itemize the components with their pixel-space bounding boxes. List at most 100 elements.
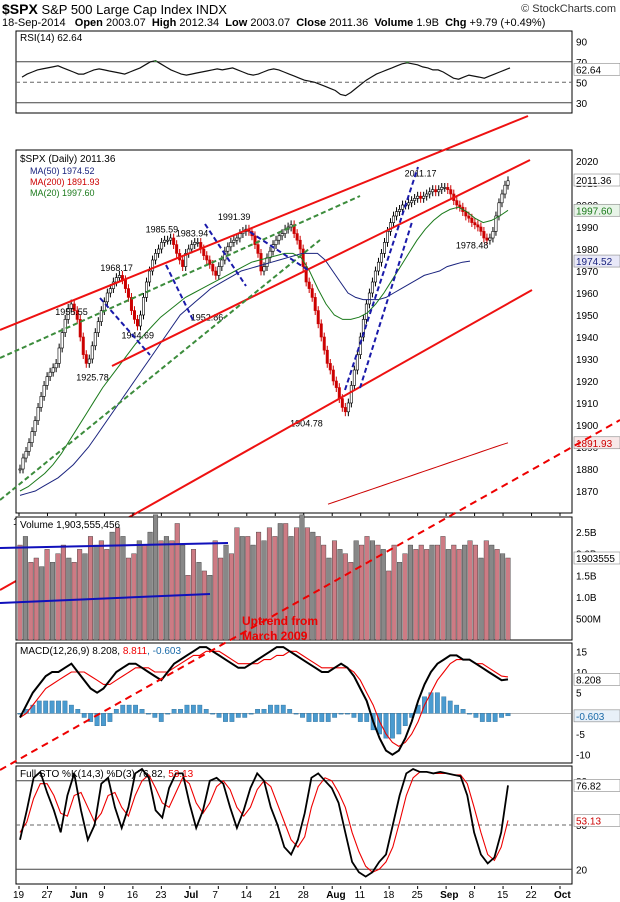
ma50-tag-box bbox=[573, 254, 620, 268]
macd-histogram-bar bbox=[171, 709, 177, 714]
volume-bar bbox=[272, 536, 278, 641]
volume-value: 1.9B bbox=[416, 17, 439, 29]
price-candle bbox=[410, 200, 414, 204]
macd-histogram-bar bbox=[454, 704, 460, 714]
uptrend-line-2009 bbox=[0, 419, 620, 771]
macd-histogram-bar bbox=[158, 713, 164, 722]
volume-bar bbox=[462, 544, 468, 641]
price-candle bbox=[485, 237, 489, 241]
volume-bar bbox=[500, 553, 506, 641]
price-candle bbox=[349, 385, 353, 404]
price-candle bbox=[157, 248, 161, 254]
x-axis-label-bottom: 16 bbox=[127, 890, 139, 901]
x-axis-label-bottom: 25 bbox=[412, 890, 424, 901]
channel-middle-line bbox=[111, 159, 531, 367]
ma50-tag: 1974.52 bbox=[576, 257, 613, 268]
blue-swing-line bbox=[359, 221, 413, 389]
price-candle bbox=[129, 297, 133, 311]
rsi-legend-text: RSI(14) 62.64 bbox=[20, 33, 83, 44]
price-candle bbox=[407, 202, 411, 206]
price-legend-ma20: MA(20) 1997.60 bbox=[30, 188, 95, 198]
ma200-tag: 1891.93 bbox=[576, 439, 613, 450]
price-candle bbox=[316, 310, 320, 325]
price-candle bbox=[42, 385, 46, 397]
x-axis-label-bottom: 11 bbox=[355, 890, 366, 901]
price-annotation: 1952.86 bbox=[191, 313, 224, 323]
price-candle bbox=[274, 239, 278, 245]
price-candle bbox=[24, 451, 28, 459]
price-candle bbox=[87, 358, 91, 364]
x-axis-label-bottom: 14 bbox=[241, 890, 253, 901]
volume-legend: Volume 1,903,555,456 bbox=[20, 520, 121, 531]
green-trend-line bbox=[0, 239, 321, 501]
price-candle bbox=[160, 242, 164, 250]
volume-bar bbox=[239, 536, 245, 641]
volume-bar bbox=[456, 549, 462, 641]
price-candle bbox=[102, 301, 106, 311]
price-tick-label: 1980 bbox=[576, 245, 599, 256]
volume-bar bbox=[234, 527, 240, 641]
macd-histogram-bar bbox=[139, 709, 145, 714]
volume-bar bbox=[435, 544, 441, 641]
macd-histogram-bar bbox=[434, 692, 440, 714]
price-candle bbox=[235, 237, 239, 241]
volume-bar bbox=[250, 544, 256, 641]
price-candle bbox=[488, 237, 492, 241]
x-axis-label-bottom: 15 bbox=[497, 890, 509, 901]
price-candle bbox=[386, 231, 390, 243]
price-annotation: 1944.69 bbox=[121, 331, 154, 341]
volume-bar bbox=[402, 553, 408, 641]
macd-histogram-bar bbox=[248, 713, 254, 715]
price-candle bbox=[126, 288, 130, 298]
x-axis-label-bottom: 8 bbox=[469, 890, 475, 901]
price-candle bbox=[358, 336, 362, 355]
macd-histogram-bar bbox=[36, 700, 42, 714]
price-candle bbox=[78, 319, 82, 338]
volume-bar bbox=[277, 523, 283, 641]
price-candle bbox=[151, 259, 155, 272]
price-tick-label: 1990 bbox=[576, 223, 599, 234]
x-axis-label-bottom: Sep bbox=[440, 890, 458, 901]
price-candle bbox=[373, 270, 377, 283]
volume-bar bbox=[71, 562, 77, 641]
price-candle bbox=[437, 189, 441, 193]
macd-histogram-bar bbox=[229, 713, 235, 722]
channel-upper-line bbox=[0, 115, 529, 331]
macd-histogram-bar bbox=[242, 713, 248, 718]
price-candle bbox=[99, 310, 103, 322]
macd-histogram-bar bbox=[390, 713, 395, 739]
volume-bar bbox=[359, 544, 365, 641]
volume-tick-label: 500M bbox=[576, 614, 601, 625]
x-axis-label-bottom: Aug bbox=[326, 890, 345, 901]
macd-histogram-bar bbox=[357, 713, 363, 722]
price-candle bbox=[57, 347, 61, 364]
macd-histogram-bar bbox=[101, 713, 106, 726]
macd-histogram-bar bbox=[216, 713, 222, 718]
x-axis-label-bottom: 7 bbox=[212, 890, 218, 901]
price-candle bbox=[398, 209, 402, 212]
volume-bar bbox=[310, 531, 316, 641]
price-legend-close: $SPX (Daily) 2011.36 bbox=[20, 154, 116, 165]
volume-bar bbox=[39, 566, 45, 641]
macd-histogram-bar bbox=[75, 709, 81, 714]
volume-bar bbox=[169, 540, 175, 641]
macd-histogram-bar bbox=[88, 713, 94, 722]
volume-bar bbox=[483, 540, 489, 641]
chart-title: $SPX S&P 500 Large Cap Index INDX bbox=[2, 1, 227, 17]
price-candle bbox=[382, 242, 386, 254]
price-candle bbox=[497, 202, 501, 217]
macd-histogram-bar bbox=[107, 713, 113, 722]
macd-histogram-bar bbox=[94, 713, 100, 726]
blue-swing-line bbox=[204, 223, 247, 287]
price-candle bbox=[193, 242, 197, 245]
volume-bar bbox=[180, 544, 186, 641]
volume-bar bbox=[331, 540, 337, 641]
exchange: INDX bbox=[195, 2, 227, 17]
rsi-line bbox=[21, 60, 511, 97]
volume-bar bbox=[33, 557, 39, 641]
volume-bar bbox=[174, 523, 180, 641]
price-candle bbox=[328, 363, 332, 371]
ma200-line bbox=[327, 442, 509, 505]
price-tick-label: 1900 bbox=[576, 421, 599, 432]
macd-histogram-bar bbox=[364, 713, 370, 722]
